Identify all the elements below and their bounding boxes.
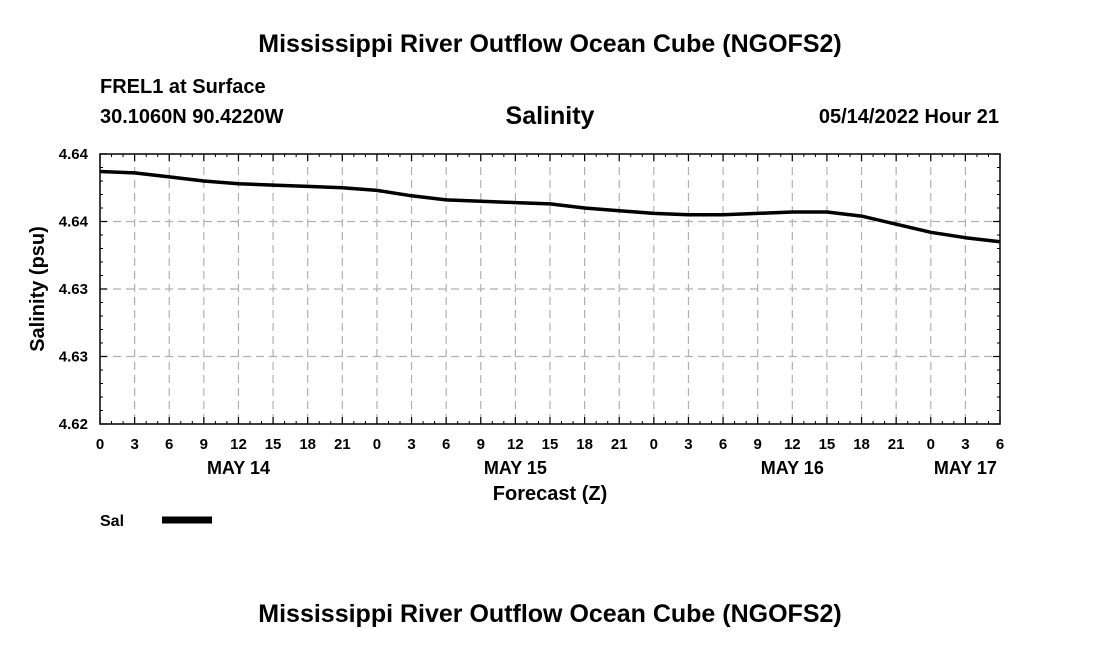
x-tick-label: 15 [819, 436, 836, 453]
page-title: Mississippi River Outflow Ocean Cube (NG… [258, 30, 842, 58]
x-tick-label: 6 [996, 436, 1004, 453]
x-tick-label: 12 [784, 436, 801, 453]
x-axis-label: Forecast (Z) [493, 483, 607, 505]
x-tick-label: 3 [407, 436, 415, 453]
label-layer: 0 3 6 9 12 15 18 21 0 3 6 9 12 15 18 21 0 3 6 9 12 15 18 21 0 3 6 4… [59, 146, 1004, 478]
x-tick-label: 9 [200, 436, 208, 453]
y-tick-label: 4.63 [59, 281, 88, 298]
x-tick-label: 18 [299, 436, 316, 453]
x-tick-label: 0 [96, 436, 104, 453]
x-tick-label: 9 [477, 436, 485, 453]
x-tick-label: 9 [754, 436, 762, 453]
x-tick-label: 3 [130, 436, 138, 453]
forecast-datetime: 05/14/2022 Hour 21 [818, 106, 999, 128]
x-tick-label: 21 [888, 436, 905, 453]
x-tick-label: 18 [576, 436, 593, 453]
x-tick-label: 6 [442, 436, 450, 453]
y-tick-label: 4.63 [59, 349, 88, 366]
x-date-label: MAY 14 [207, 458, 270, 478]
coordinates-label: 30.1060N 90.4220W [100, 106, 284, 128]
x-tick-label: 3 [961, 436, 969, 453]
x-date-label: MAY 16 [761, 458, 824, 478]
x-tick-label: 15 [265, 436, 282, 453]
x-tick-label: 6 [719, 436, 727, 453]
x-date-label: MAY 17 [934, 458, 997, 478]
chart-title: Salinity [505, 102, 595, 130]
y-tick-label: 4.62 [59, 416, 88, 433]
x-tick-label: 3 [684, 436, 692, 453]
x-tick-label: 21 [611, 436, 628, 453]
grid-layer [100, 154, 1000, 424]
x-tick-label: 6 [165, 436, 173, 453]
y-axis-label: Salinity (psu) [27, 226, 49, 352]
y-tick-label: 4.64 [59, 214, 89, 231]
x-tick-label: 21 [334, 436, 351, 453]
legend-label: Sal [100, 513, 124, 530]
tick-layer [99, 153, 1001, 425]
x-tick-label: 0 [373, 436, 381, 453]
station-label: FREL1 at Surface [100, 76, 266, 98]
x-tick-label: 0 [927, 436, 935, 453]
x-tick-label: 18 [853, 436, 870, 453]
x-tick-label: 12 [507, 436, 524, 453]
x-tick-label: 0 [650, 436, 658, 453]
x-tick-label: 12 [230, 436, 247, 453]
y-tick-label: 4.64 [59, 146, 89, 163]
x-date-label: MAY 15 [484, 458, 547, 478]
footer-title: Mississippi River Outflow Ocean Cube (NG… [258, 600, 842, 628]
salinity-series-line [99, 169, 1001, 244]
x-tick-label: 15 [542, 436, 559, 453]
